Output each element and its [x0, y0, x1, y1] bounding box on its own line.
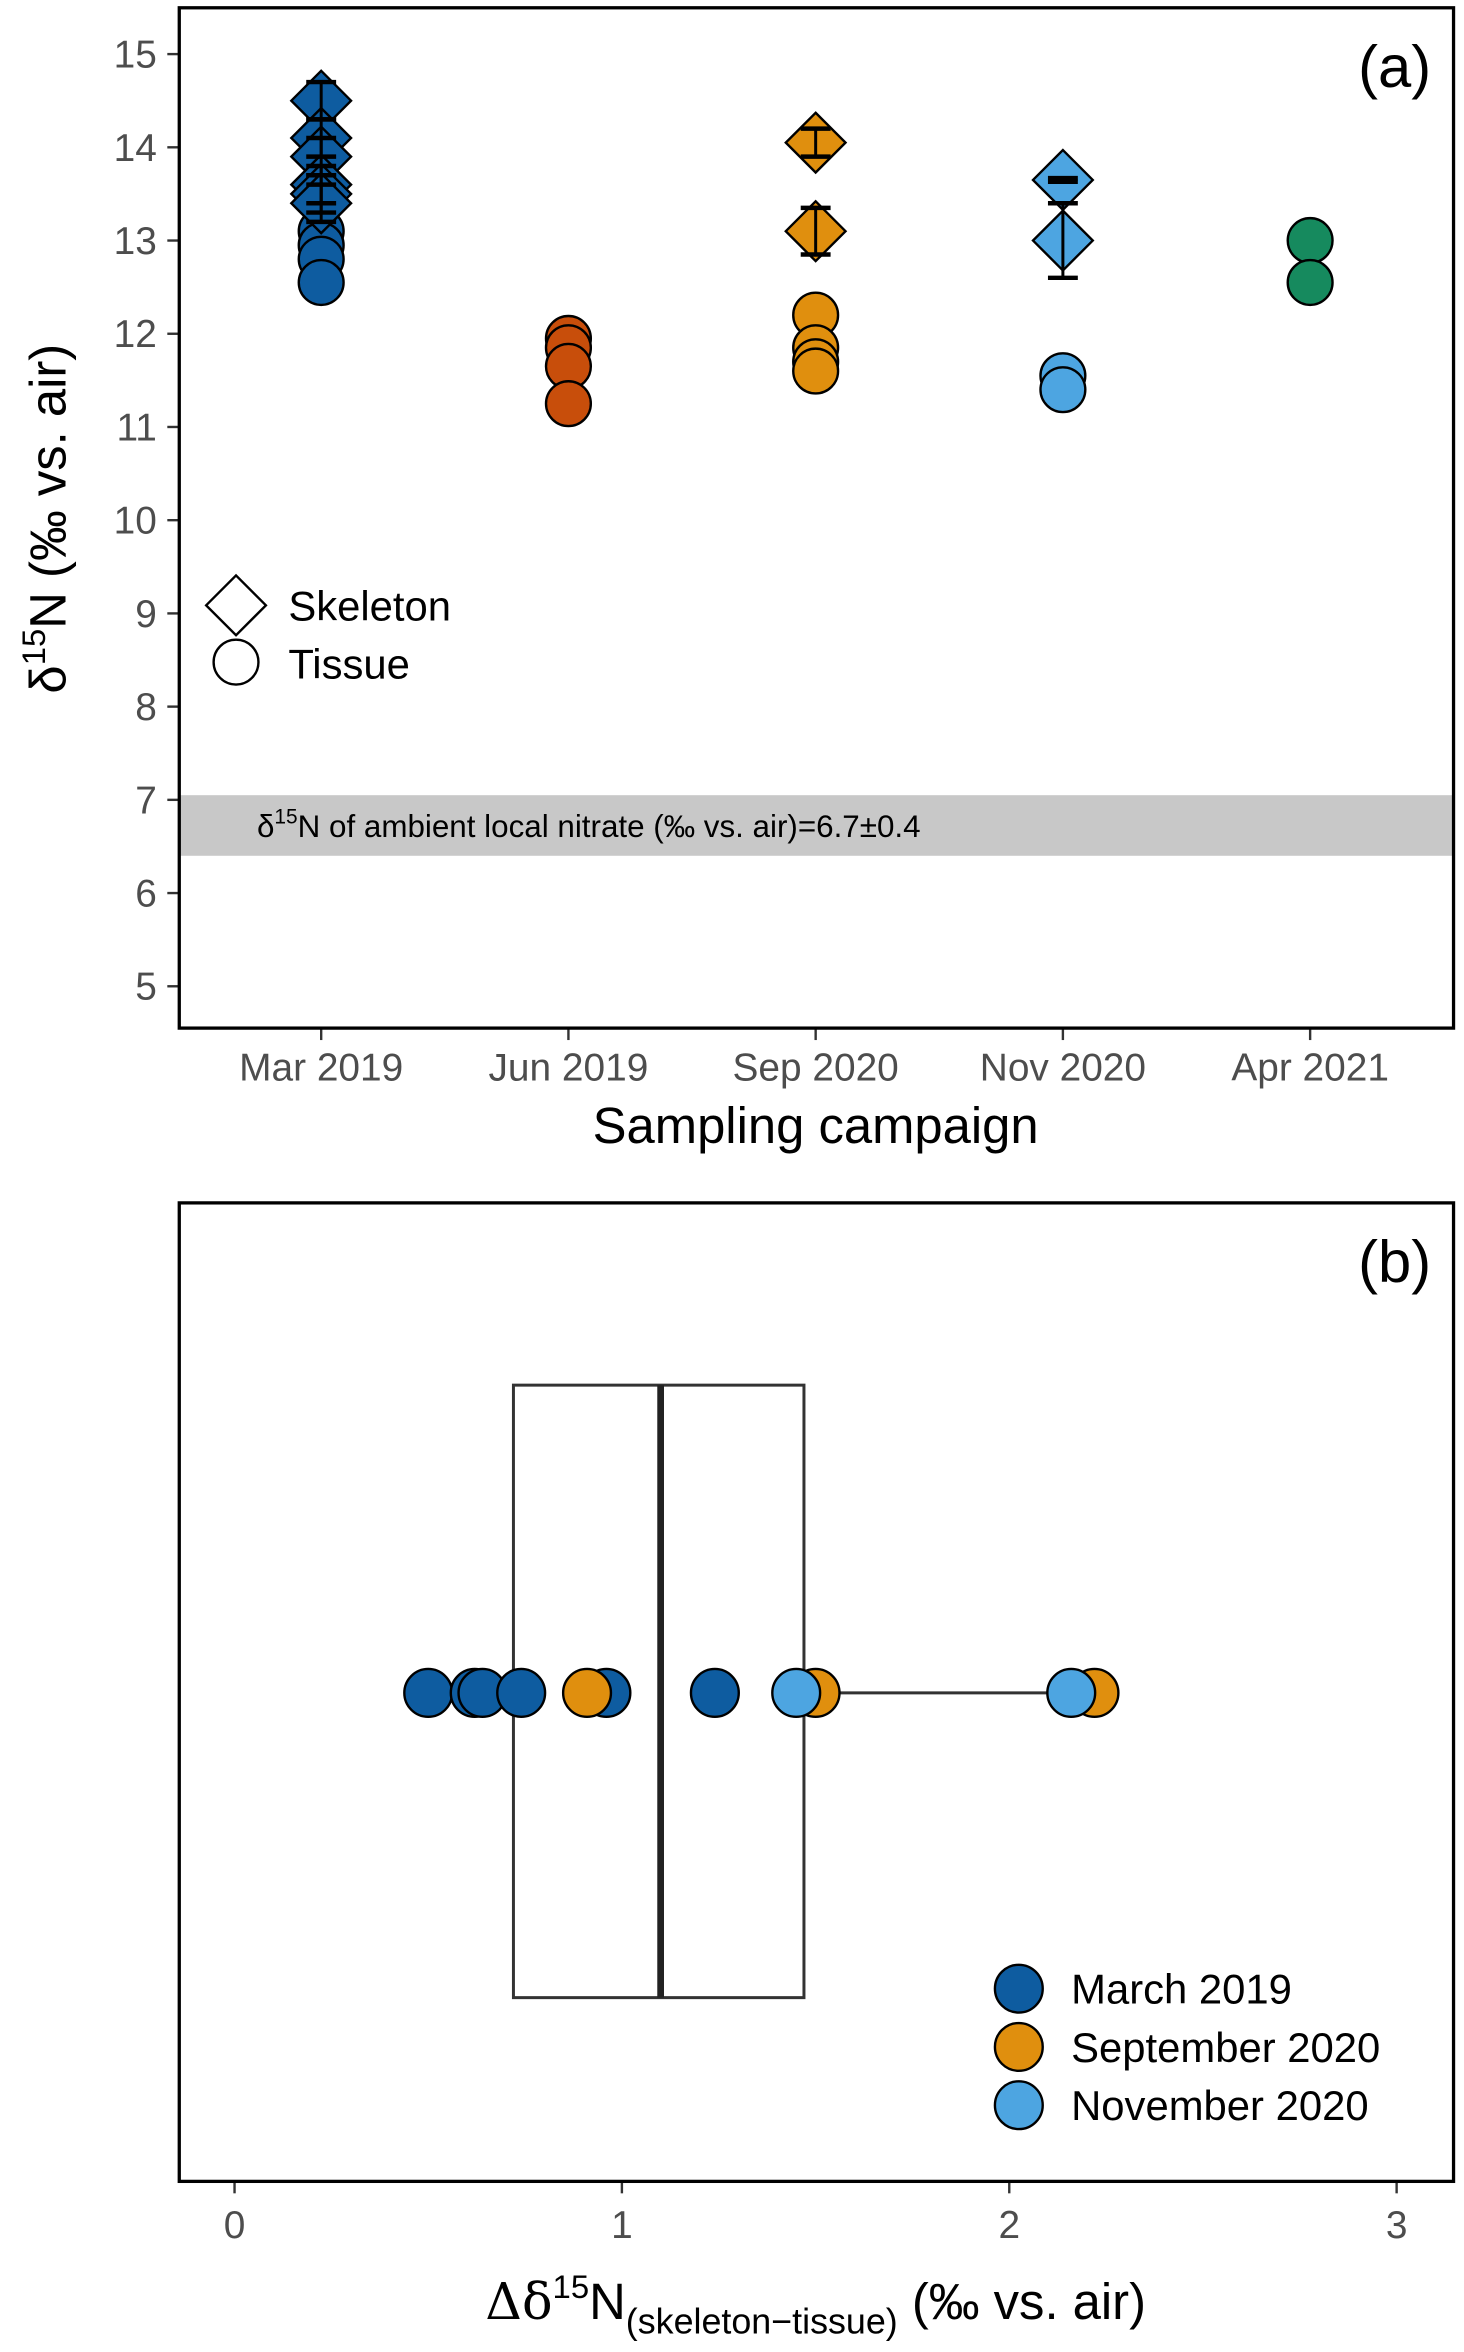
- error-bar: [306, 182, 337, 225]
- legend-diamond-icon: [204, 573, 268, 637]
- y-tick-label: 6: [135, 873, 157, 916]
- legend-a: Skeleton Tissue: [204, 573, 451, 688]
- panel-b: 0 1 2 3 (b) Δδ15N(skeleton−tissue) (‰ vs. a…: [177, 1201, 1456, 2342]
- error-bar: [800, 205, 831, 257]
- legend-label: September 2020: [1071, 2024, 1380, 2071]
- tissue-point: [297, 258, 345, 307]
- y-tick-label: 7: [135, 779, 157, 822]
- difference-point: [689, 1667, 740, 1718]
- x-tick-label: Apr 2021: [1231, 1046, 1389, 1089]
- legend-swatch: [993, 2021, 1044, 2073]
- legend-label: November 2020: [1071, 2082, 1369, 2129]
- legend-label-tissue: Tissue: [288, 641, 410, 688]
- x-tick-label: Jun 2019: [489, 1046, 649, 1089]
- y-tick-label: 8: [135, 686, 157, 729]
- band-label: δ15N of ambient local nitrate (‰ vs. air…: [257, 805, 921, 843]
- legend-b: March 2019 September 2020 November 2020: [993, 1963, 1380, 2131]
- difference-point: [1046, 1667, 1097, 1718]
- x-tick-label: 0: [224, 2204, 246, 2247]
- panel-b-frame: [177, 1201, 1456, 2184]
- tissue-point: [544, 380, 593, 428]
- x-tick-label: Nov 2020: [980, 1046, 1146, 1089]
- y-tick-label: 10: [114, 500, 157, 543]
- legend-swatch: [993, 2080, 1044, 2131]
- panel-a-label: (a): [1358, 33, 1431, 100]
- x-tick-label: 1: [611, 2204, 633, 2247]
- y-tick-label: 12: [114, 313, 157, 356]
- legend-swatch: [993, 1963, 1044, 2014]
- y-tick-label: 14: [114, 127, 157, 170]
- x-tick-label: Sep 2020: [733, 1046, 899, 1089]
- difference-point: [771, 1667, 822, 1718]
- x-tick-label: 2: [998, 2204, 1020, 2247]
- y-tick-label: 13: [114, 220, 157, 263]
- difference-point: [561, 1667, 613, 1718]
- y-tick-label: 5: [135, 966, 157, 1009]
- tissue-point: [1039, 366, 1087, 414]
- panel-a-frame: [177, 6, 1456, 1030]
- difference-point: [496, 1667, 547, 1718]
- panel-b-label: (b): [1358, 1228, 1431, 1295]
- x-tick-label: Mar 2019: [239, 1046, 403, 1089]
- error-bar: [800, 126, 831, 159]
- error-bar: [1047, 175, 1078, 185]
- x-tick-label: 3: [1386, 2204, 1408, 2247]
- y-tick-label: 11: [117, 406, 157, 449]
- panel-a: δ15N of ambient local nitrate (‰ vs. air…: [15, 6, 1456, 1154]
- legend-label: March 2019: [1071, 1966, 1292, 2013]
- tissue-point: [792, 347, 840, 395]
- error-bar: [1047, 201, 1078, 281]
- x-axis-title-b: Δδ15N(skeleton−tissue) (‰ vs. air): [485, 2268, 1146, 2342]
- tissue-point: [1286, 216, 1334, 265]
- x-axis-title-a: Sampling campaign: [593, 1097, 1039, 1154]
- y-tick-label: 9: [135, 593, 157, 636]
- legend-label-skeleton: Skeleton: [288, 582, 451, 629]
- y-axis-title-a: δ15N (‰ vs. air): [15, 344, 77, 694]
- band-ambient-nitrate: [179, 795, 1454, 856]
- y-tick-label: 15: [114, 34, 157, 77]
- tissue-point: [1286, 258, 1334, 307]
- difference-point: [403, 1667, 454, 1718]
- legend-circle-icon: [212, 638, 260, 686]
